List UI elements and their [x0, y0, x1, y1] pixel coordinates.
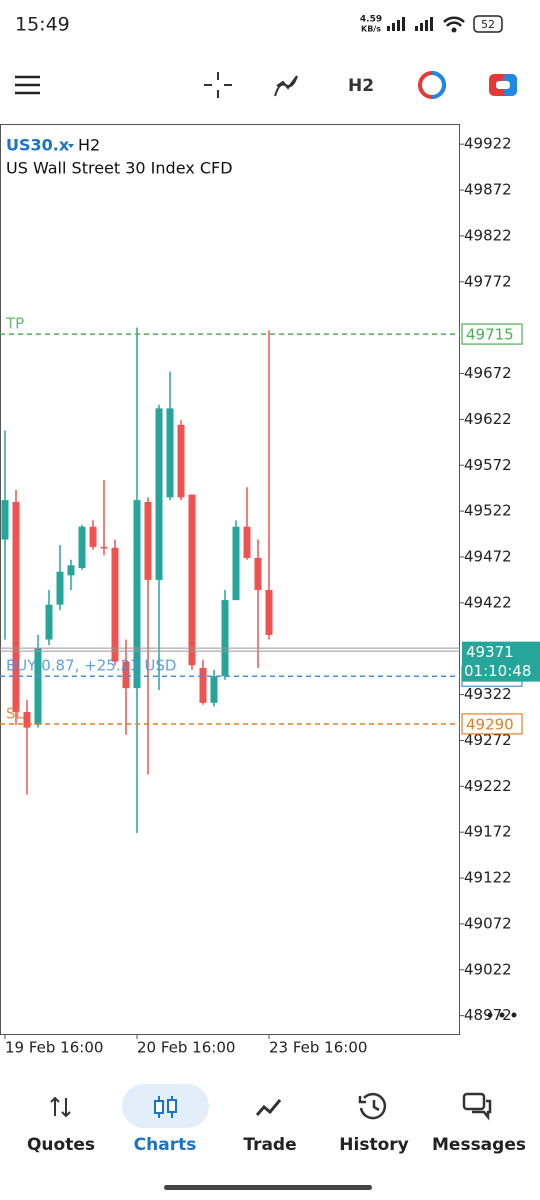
nav-icon-charts: [154, 1096, 177, 1118]
y-tick-label: 49172: [464, 823, 512, 841]
y-tick-label: 49922: [464, 135, 512, 153]
candle-body: [23, 712, 31, 728]
trade-button[interactable]: [418, 71, 446, 99]
candle-body: [232, 526, 240, 601]
candle-body: [67, 565, 75, 576]
nav-icon-trade: [255, 1099, 282, 1116]
candle-body: [243, 526, 251, 558]
nav-icon-history: [358, 1092, 387, 1120]
net-speed: 4.59: [360, 15, 382, 25]
y-tick-label: 48972: [464, 1006, 512, 1024]
nav-icon-quotes: [50, 1096, 71, 1118]
candle-body: [78, 526, 86, 568]
candle-body: [144, 501, 152, 580]
candle-body: [1, 500, 9, 540]
candle-body: [188, 494, 196, 666]
candle-body: [265, 590, 273, 635]
x-tick-label: 19 Feb 16:00: [5, 1039, 103, 1057]
signal-icons: [387, 16, 465, 33]
level-label: TP: [5, 315, 24, 333]
x-tick-label: 23 Feb 16:00: [269, 1039, 367, 1057]
bar-countdown: 01:10:48: [464, 662, 531, 680]
battery-level: 52: [481, 18, 495, 31]
y-tick-label: 49222: [464, 777, 512, 795]
nav-label[interactable]: Charts: [134, 1135, 197, 1155]
x-tick-label: 20 Feb 16:00: [137, 1039, 235, 1057]
symbol-dropdown[interactable]: [68, 144, 74, 148]
net-speed-unit: KB/s: [361, 25, 381, 34]
chart-timeframe: H2: [78, 136, 100, 155]
y-tick-label: 49072: [464, 914, 512, 932]
candle-body: [122, 661, 130, 689]
chart-symbol[interactable]: US30.x: [6, 136, 70, 155]
chart-frame: [0, 124, 460, 1035]
battery: [473, 15, 503, 33]
y-tick-label: 49822: [464, 226, 512, 244]
candle-body: [133, 500, 141, 689]
candle-body: [155, 408, 163, 580]
y-tick-label: 49522: [464, 502, 512, 520]
level-price: 49715: [466, 326, 514, 344]
bid-price: 49371: [466, 643, 514, 661]
status-time: 15:49: [15, 14, 70, 36]
candle-body: [254, 557, 262, 591]
candle-body: [111, 547, 119, 662]
candle-body: [89, 526, 97, 547]
candle-body: [177, 424, 185, 498]
level-price-box: [461, 323, 523, 345]
account-button[interactable]: [489, 74, 517, 96]
nav-label[interactable]: History: [339, 1135, 408, 1155]
candle-body: [221, 600, 229, 677]
candle-body: [199, 667, 207, 703]
candle-body: [56, 571, 64, 605]
crosshair-button[interactable]: [204, 72, 232, 98]
timeframe-button[interactable]: H2: [348, 76, 374, 96]
candle-body: [100, 546, 108, 549]
candle-body: [210, 676, 218, 703]
chart-description: US Wall Street 30 Index CFD: [6, 159, 233, 178]
home-indicator: [164, 1185, 372, 1190]
y-tick-label: 49872: [464, 181, 512, 199]
y-tick-label: 49672: [464, 364, 512, 382]
y-tick-label: 49622: [464, 410, 512, 428]
nav-label[interactable]: Trade: [243, 1135, 296, 1155]
y-tick-label: 49472: [464, 547, 512, 565]
y-tick-label: 49322: [464, 685, 512, 703]
bid-box: [462, 641, 540, 682]
candle-body: [166, 408, 174, 498]
candle-body: [34, 647, 42, 725]
y-tick-label: 49572: [464, 456, 512, 474]
level-label: SL: [6, 704, 25, 722]
menu-button[interactable]: [15, 75, 40, 95]
y-tick-label: 49422: [464, 593, 512, 611]
y-tick-label: 49122: [464, 869, 512, 887]
candle-body: [12, 501, 20, 713]
active-pill: [122, 1084, 209, 1128]
plot: [1, 327, 273, 834]
y-tick-label: 49272: [464, 731, 512, 749]
level-label: BUY 0.87, +25.23 USD: [6, 657, 176, 675]
indicators-button[interactable]: [274, 75, 298, 97]
y-tick-label: 49022: [464, 960, 512, 978]
more-button[interactable]: [487, 1012, 517, 1018]
level-price: 49290: [466, 715, 514, 733]
level-price-box: [461, 713, 523, 735]
candle-body: [45, 604, 53, 640]
y-tick-label: 49772: [464, 272, 512, 290]
nav-label[interactable]: Quotes: [27, 1135, 95, 1155]
nav-label[interactable]: Messages: [432, 1135, 526, 1155]
nav-icon-messages: [462, 1092, 492, 1121]
